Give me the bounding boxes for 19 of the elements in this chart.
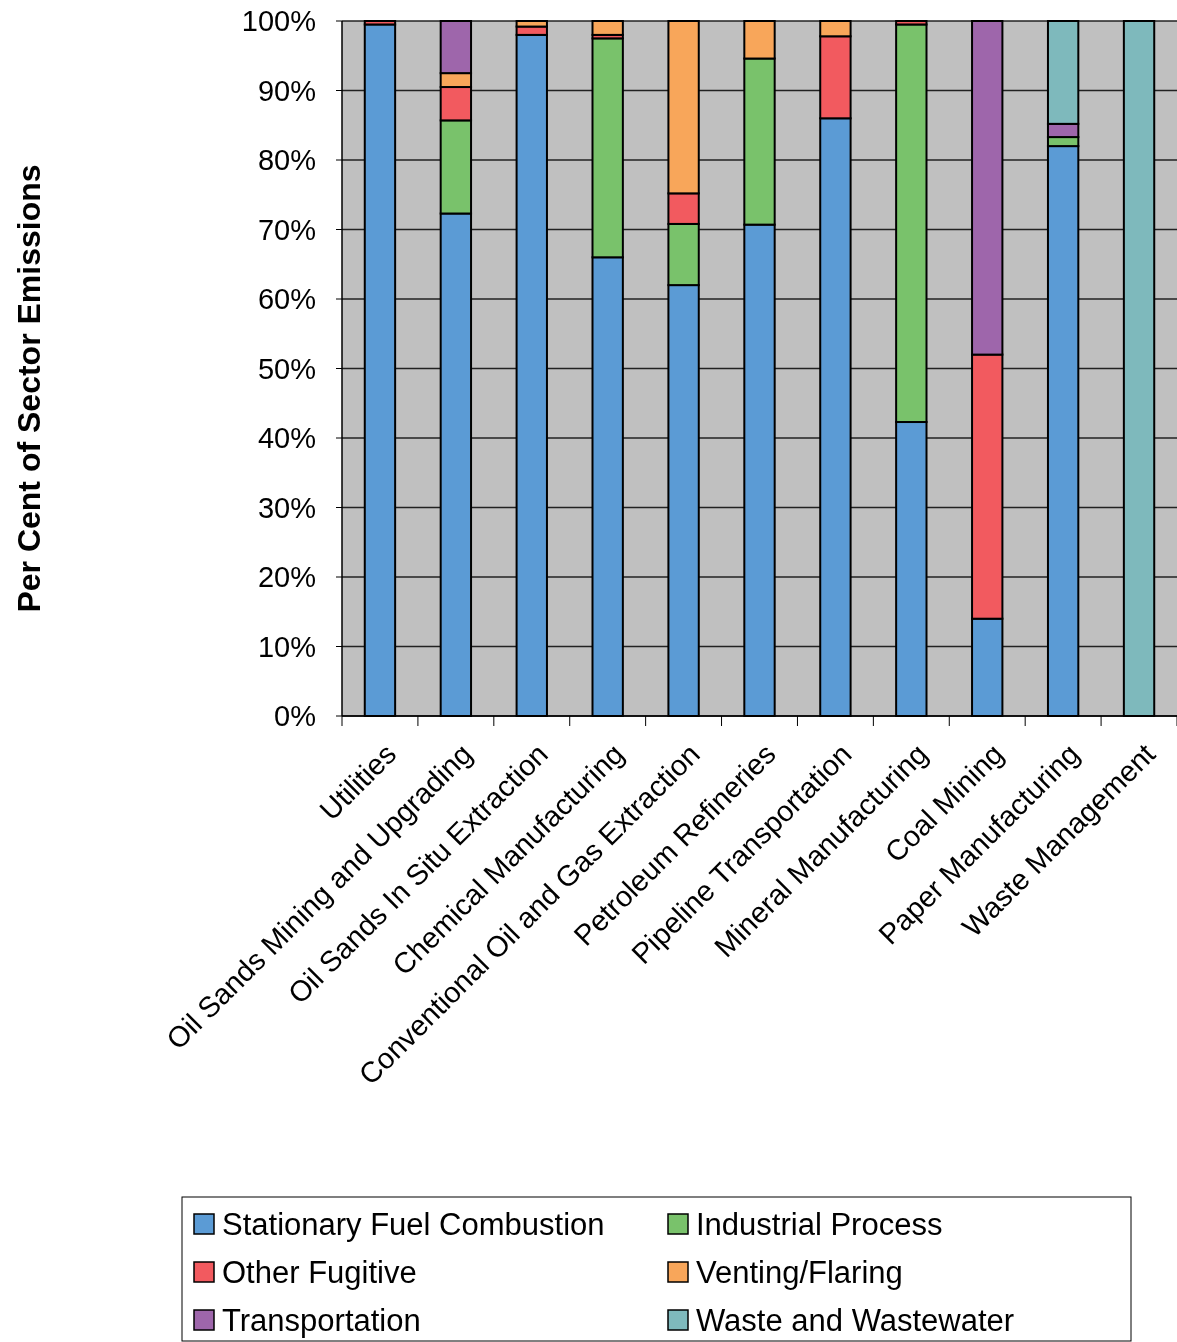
y-tick-label: 20% xyxy=(257,561,316,594)
y-tick-label: 70% xyxy=(257,213,316,246)
y-tick-label: 10% xyxy=(257,630,316,663)
legend-label: Industrial Process xyxy=(696,1206,943,1242)
bar xyxy=(591,20,624,36)
y-tick-label: 0% xyxy=(274,700,316,733)
legend-label: Stationary Fuel Combustion xyxy=(222,1206,605,1242)
y-tick-label: 50% xyxy=(257,352,316,385)
y-tick-label: 100% xyxy=(241,5,316,38)
legend-label: Transportation xyxy=(222,1302,421,1338)
y-tick-label: 40% xyxy=(257,422,316,455)
legend-label: Waste and Wastewater xyxy=(696,1302,1015,1338)
legend-label: Venting/Flaring xyxy=(696,1254,903,1290)
y-axis-title: Per Cent of Sector Emissions xyxy=(11,164,47,613)
y-tick-label: 90% xyxy=(257,74,316,107)
y-tick-label: 60% xyxy=(257,283,316,316)
y-tick-label: 80% xyxy=(257,144,316,177)
y-tick-label: 30% xyxy=(257,491,316,524)
legend-label: Other Fugitive xyxy=(222,1254,417,1290)
